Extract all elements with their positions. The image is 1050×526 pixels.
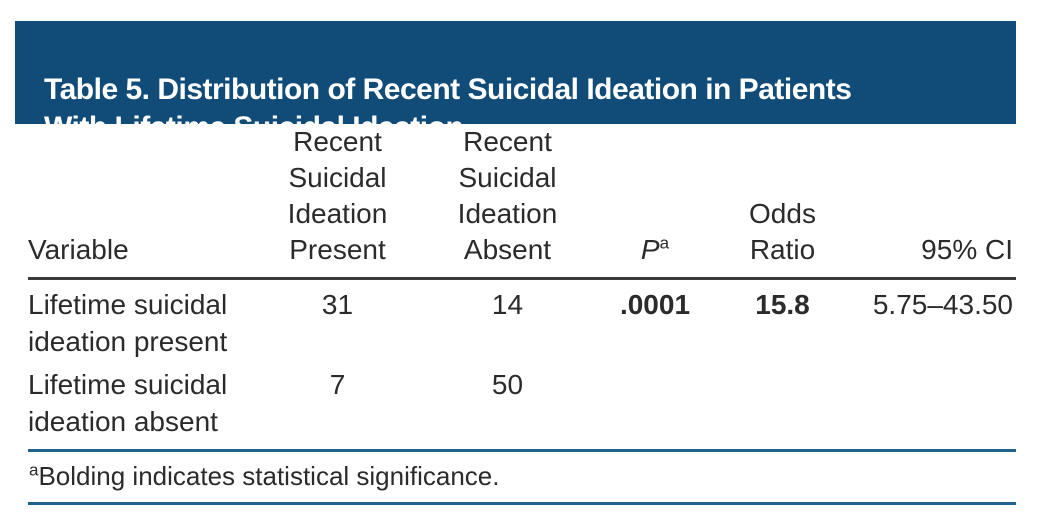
column-header-recent-ideation-present: Recent Suicidal Ideation Present (250, 124, 425, 280)
p-value-symbol: P (640, 234, 660, 265)
footnote-row: aBolding indicates statistical significa… (28, 449, 1016, 505)
column-header-odds-ratio: Odds Ratio (720, 124, 845, 280)
cell-odds-ratio: 15.8 (755, 289, 810, 320)
column-header-95-ci: 95% CI (845, 124, 1016, 280)
table-container: Variable Recent Suicidal Ideation Presen… (28, 124, 1016, 505)
table-row: Lifetime suicidal ideation absent 7 50 (28, 360, 1016, 451)
cell-variable: Lifetime suicidal ideation present (28, 289, 228, 357)
cell-recent-present: 31 (321, 289, 354, 320)
footnote-marker: a (29, 460, 39, 480)
cell-recent-absent: 14 (491, 289, 524, 320)
footnote-text: Bolding indicates statistical significan… (38, 461, 500, 491)
table-title-banner: Table 5. Distribution of Recent Suicidal… (15, 21, 1016, 144)
table-row: Lifetime suicidal ideation present 31 14… (28, 279, 1016, 361)
p-value-footnote-marker: a (659, 233, 670, 253)
table-footnote: aBolding indicates statistical significa… (28, 449, 1016, 505)
column-header-recent-ideation-absent: Recent Suicidal Ideation Absent (425, 124, 590, 280)
cell-95-ci: 5.75–43.50 (872, 289, 1013, 320)
header-row: Variable Recent Suicidal Ideation Presen… (28, 124, 1016, 280)
data-table: Variable Recent Suicidal Ideation Presen… (28, 124, 1016, 505)
cell-95-ci (845, 360, 1016, 451)
cell-odds-ratio (720, 360, 845, 451)
column-header-variable: Variable (28, 124, 250, 280)
cell-recent-present: 7 (329, 369, 346, 400)
cell-p-value: .0001 (619, 289, 691, 320)
cell-p-value (590, 360, 720, 451)
cell-recent-absent: 50 (491, 369, 524, 400)
column-header-p-value: Pa (590, 124, 720, 280)
cell-variable: Lifetime suicidal ideation absent (28, 369, 228, 437)
